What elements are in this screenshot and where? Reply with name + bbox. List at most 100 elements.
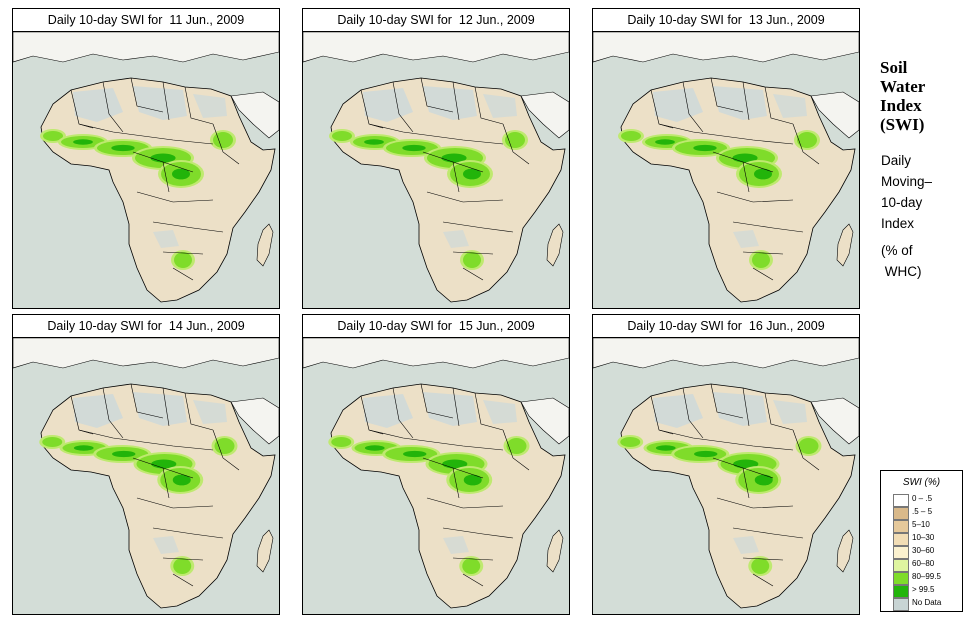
wet-zone-dark	[364, 139, 384, 145]
europe-landmass	[593, 338, 859, 369]
wet-zone-dark	[694, 450, 718, 458]
country-border	[162, 251, 204, 255]
arabia-landmass	[520, 91, 569, 139]
europe-landmass	[303, 32, 569, 63]
country-border	[658, 429, 724, 443]
side-sub-line: 10-day	[881, 195, 923, 210]
swi-map	[302, 31, 570, 309]
country-border	[502, 123, 530, 165]
sahara-nodata-region	[73, 88, 123, 122]
kalahari-nodata-region	[443, 536, 469, 554]
country-border	[102, 81, 124, 133]
sahara-nodata-region	[423, 392, 477, 426]
wet-zone-dark	[733, 459, 759, 469]
country-border	[142, 135, 214, 145]
legend-label: .5 – 5	[912, 507, 933, 516]
sahara-nodata-region	[773, 94, 807, 118]
europe-landmass	[13, 32, 279, 63]
country-border	[792, 123, 820, 165]
country-border	[136, 191, 214, 203]
country-border	[742, 251, 784, 255]
country-border	[764, 86, 794, 125]
wet-zone-dark	[732, 153, 758, 163]
country-border	[152, 221, 224, 233]
swi-map	[592, 31, 860, 309]
wet-zone-dark	[403, 450, 427, 458]
wet-zone-mid	[42, 437, 63, 447]
side-sub-line: Daily	[881, 153, 912, 168]
country-border	[452, 161, 460, 193]
country-border	[682, 81, 704, 133]
country-border	[184, 392, 214, 431]
country-border	[162, 557, 204, 561]
side-title-line: Water	[880, 77, 926, 96]
panel-title: Daily 10-day SWI for 14 Jun., 2009	[12, 314, 280, 338]
wet-zone-mid	[43, 131, 63, 141]
legend-label: 5–10	[912, 520, 930, 529]
country-border	[764, 392, 794, 431]
sahara-nodata-region	[133, 86, 187, 120]
country-border	[752, 267, 774, 281]
wet-zone-mid	[505, 132, 525, 148]
country-border	[452, 251, 494, 255]
wet-zone-mid	[621, 131, 641, 141]
country-border	[212, 123, 240, 165]
country-border	[420, 77, 454, 113]
country-border	[392, 81, 414, 133]
side-title-line: Soil	[880, 58, 908, 77]
legend-swatch	[893, 507, 909, 520]
wet-zone-dark	[754, 474, 773, 486]
wet-zone-dark	[693, 144, 717, 152]
country-border	[102, 387, 124, 439]
country-border	[130, 77, 164, 113]
wet-zone-mid	[332, 131, 352, 141]
arabia-landmass	[230, 91, 279, 139]
sahara-nodata-region	[133, 392, 187, 426]
wet-zone-dark	[754, 168, 772, 180]
country-border	[462, 573, 484, 587]
arabia-landmass	[520, 397, 569, 445]
country-border	[710, 77, 744, 113]
panel-title: Daily 10-day SWI for 16 Jun., 2009	[592, 314, 860, 338]
kalahari-nodata-region	[443, 230, 469, 248]
legend-label: 30–60	[912, 546, 935, 555]
country-border	[732, 221, 804, 233]
wet-zone-dark	[172, 168, 190, 180]
country-border	[172, 267, 194, 281]
country-border	[368, 123, 434, 137]
country-border	[742, 81, 750, 121]
country-border	[162, 467, 170, 499]
country-border	[136, 497, 214, 509]
sahara-nodata-region	[193, 400, 227, 424]
legend-label: 0 – .5	[912, 494, 933, 503]
legend-title: SWI (%)	[902, 477, 941, 488]
legend-label: No Data	[912, 598, 942, 607]
side-title-line: Index	[880, 96, 922, 115]
country-border	[392, 387, 414, 439]
wet-zone-dark	[172, 474, 191, 486]
wet-zone-dark	[364, 445, 385, 451]
country-border	[78, 429, 144, 443]
country-border	[474, 86, 504, 125]
madagascar-landmass	[546, 529, 564, 573]
country-border	[368, 429, 434, 443]
country-border	[152, 527, 224, 539]
panel-title: Daily 10-day SWI for 13 Jun., 2009	[592, 8, 860, 32]
legend-swatch	[893, 598, 909, 611]
kalahari-nodata-region	[733, 536, 759, 554]
madagascar-landmass	[836, 529, 854, 573]
arabia-landmass	[810, 91, 859, 139]
arabia-landmass	[230, 397, 279, 445]
legend-label: 80–99.5	[912, 572, 941, 581]
country-border	[752, 573, 774, 587]
wet-zone-mid	[463, 252, 481, 268]
country-border	[172, 573, 194, 587]
country-border	[682, 387, 704, 439]
side-units: (% of WHC)	[881, 240, 922, 282]
country-border	[722, 135, 794, 145]
country-border	[716, 497, 794, 509]
europe-landmass	[593, 32, 859, 63]
country-border	[722, 441, 794, 451]
country-border	[426, 497, 504, 509]
legend-swatch	[893, 533, 909, 546]
